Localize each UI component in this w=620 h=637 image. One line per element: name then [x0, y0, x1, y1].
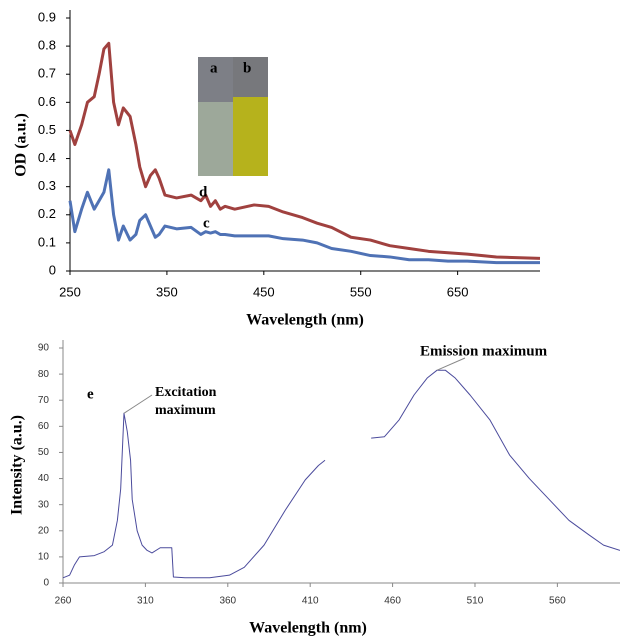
- x-tick-label: 510: [467, 596, 484, 607]
- x-tick-label: 650: [447, 284, 469, 299]
- vial-a-top: [198, 57, 233, 102]
- series-label: d: [199, 184, 208, 200]
- y-tick-label: 30: [38, 499, 50, 510]
- x-tick-label: 360: [219, 596, 236, 607]
- x-axis-label: Wavelength (nm): [249, 620, 367, 637]
- x-tick-label: 450: [253, 284, 275, 299]
- y-tick-label: 0: [49, 262, 56, 277]
- vial-b-top: [233, 57, 268, 97]
- x-tick-label: 250: [59, 284, 81, 299]
- x-tick-label: 410: [302, 596, 319, 607]
- annotation: Excitation maximum: [155, 385, 217, 418]
- y-tick-label: 40: [38, 473, 50, 484]
- y-tick-label: 60: [38, 421, 50, 432]
- y-axis-label: Intensity (a.u.): [9, 415, 26, 515]
- y-tick-label: 0: [43, 578, 49, 589]
- x-tick-label: 550: [350, 284, 372, 299]
- y-tick-label: 50: [38, 447, 50, 458]
- x-tick-label: 350: [156, 284, 178, 299]
- y-tick-label: 80: [38, 369, 50, 380]
- x-tick-label: 460: [384, 596, 401, 607]
- pointer: [436, 357, 466, 371]
- y-tick-label: 90: [38, 343, 50, 354]
- data-line: [62, 369, 620, 579]
- y-tick-label: 0.3: [38, 178, 56, 193]
- data-line: [68, 168, 540, 265]
- y-tick-label: 0.4: [38, 150, 56, 165]
- annotation: a: [210, 60, 218, 76]
- y-tick-label: 0.8: [38, 38, 56, 53]
- y-axis-label: OD (a.u.): [13, 113, 30, 177]
- annotation: e: [87, 386, 94, 402]
- y-tick-label: 0.6: [38, 94, 56, 109]
- data-line: [68, 41, 541, 260]
- x-tick-label: 260: [55, 596, 72, 607]
- x-tick-label: 560: [549, 596, 566, 607]
- annotation: Emission maximum: [420, 343, 548, 359]
- x-tick-label: 310: [137, 596, 154, 607]
- series-label: c: [203, 215, 210, 231]
- pointer: [123, 394, 153, 414]
- x-axis-label: Wavelength (nm): [246, 312, 364, 329]
- y-tick-label: 0.2: [38, 206, 56, 221]
- inset-photo: [198, 57, 268, 176]
- y-tick-label: 20: [38, 525, 50, 536]
- y-tick-label: 70: [38, 395, 50, 406]
- annotation: b: [243, 60, 251, 76]
- y-tick-label: 0.5: [38, 122, 56, 137]
- y-tick-label: 0.7: [38, 66, 56, 81]
- y-tick-label: 0.9: [38, 9, 56, 24]
- y-tick-label: 10: [38, 552, 50, 563]
- y-tick-label: 0.1: [38, 234, 56, 249]
